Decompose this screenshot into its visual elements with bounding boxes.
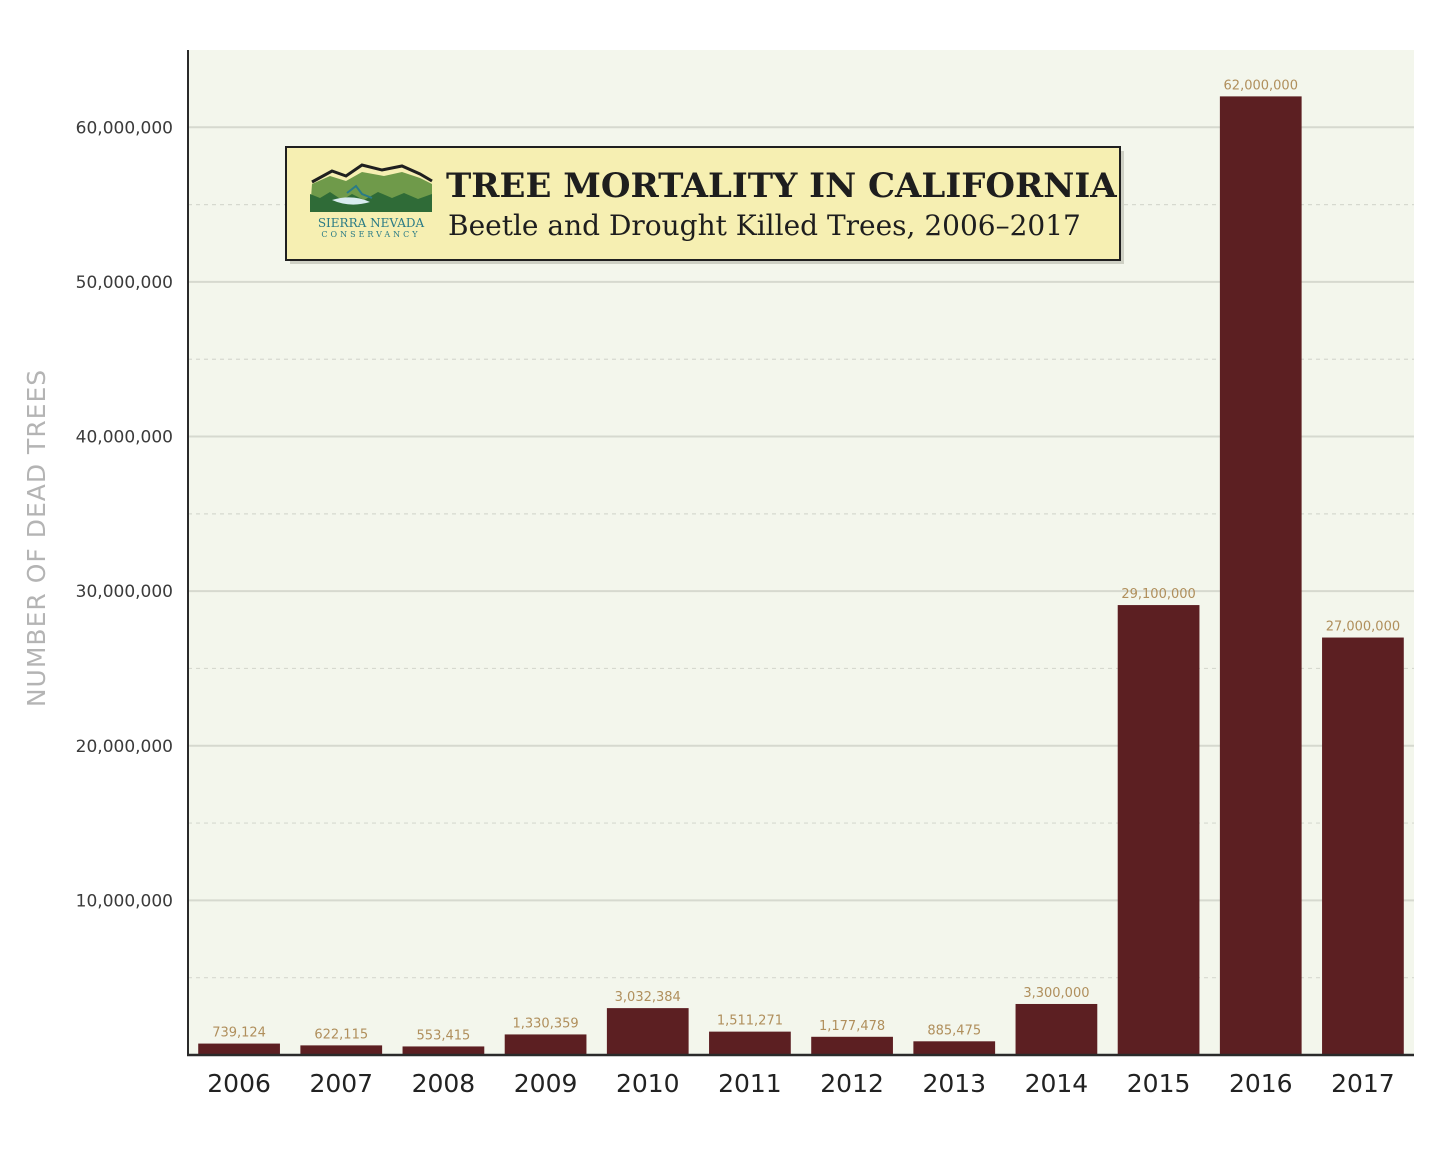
x-tick-label: 2007 [309, 1069, 373, 1098]
x-tick-label: 2011 [718, 1069, 782, 1098]
bar-2011 [709, 1031, 791, 1055]
x-tick-label: 2014 [1025, 1069, 1089, 1098]
bar-2016 [1219, 96, 1302, 1055]
title-box: SIERRA NEVADA CONSERVANCY TREE MORTALITY… [285, 146, 1124, 264]
chart-subtitle: Beetle and Drought Killed Trees, 2006–20… [448, 209, 1081, 242]
y-tick-label: 40,000,000 [76, 428, 173, 448]
bar-2008 [402, 1046, 485, 1055]
gridlines [188, 126, 1414, 979]
x-tick-label: 2009 [514, 1069, 578, 1098]
bar-2014 [1015, 1003, 1098, 1055]
x-tick-label: 2016 [1229, 1069, 1293, 1098]
data-label-2011: 1,511,271 [717, 1014, 783, 1029]
x-tick-label: 2012 [820, 1069, 884, 1098]
sierra-nevada-logo-icon: SIERRA NEVADA CONSERVANCY [310, 163, 433, 239]
data-label-2016: 62,000,000 [1224, 78, 1298, 93]
y-axis-label: NUMBER OF DEAD TREES [22, 369, 51, 707]
y-tick-label: 50,000,000 [76, 273, 173, 293]
y-tick-label: 30,000,000 [76, 582, 173, 602]
x-tick-label: 2008 [412, 1069, 476, 1098]
data-label-2010: 3,032,384 [615, 990, 681, 1005]
data-label-2006: 739,124 [212, 1026, 266, 1041]
logo-subname: CONSERVANCY [321, 230, 420, 239]
x-tick-label: 2017 [1331, 1069, 1395, 1098]
bar-2010 [606, 1008, 689, 1055]
data-label-2013: 885,475 [927, 1023, 981, 1038]
data-label-2017: 27,000,000 [1326, 620, 1400, 635]
bar-2013 [913, 1041, 996, 1055]
data-label-2009: 1,330,359 [512, 1016, 578, 1031]
y-tick-label: 60,000,000 [76, 118, 173, 138]
data-label-2014: 3,300,000 [1023, 986, 1089, 1001]
bar-2012 [811, 1036, 893, 1055]
data-label-2012: 1,177,478 [819, 1019, 885, 1034]
bars [198, 96, 1404, 1055]
bar-2007 [300, 1045, 383, 1055]
logo-name: SIERRA NEVADA [318, 216, 425, 230]
data-label-2015: 29,100,000 [1121, 587, 1195, 602]
data-label-2008: 553,415 [417, 1028, 471, 1043]
data-labels: 739,124 622,115 553,415 1,330,359 3,032,384 1… [212, 78, 1400, 1043]
y-axis-tick-labels: 10,000,000 20,000,000 30,000,000 40,000,000… [76, 118, 173, 911]
y-tick-label: 10,000,000 [76, 891, 173, 911]
bar-2017 [1322, 637, 1404, 1055]
x-axis-tick-labels: 2006 2007 2008 2009 2010 2011 2012 2013 2014 2015… [207, 1069, 1394, 1098]
bar-2009 [504, 1034, 587, 1055]
bar-2015 [1117, 605, 1200, 1055]
chart-title: TREE MORTALITY IN CALIFORNIA [446, 166, 1117, 206]
data-label-2007: 622,115 [314, 1027, 368, 1042]
bar-2006 [198, 1043, 280, 1055]
x-tick-label: 2013 [922, 1069, 986, 1098]
y-tick-label: 20,000,000 [76, 737, 173, 757]
x-tick-label: 2015 [1127, 1069, 1191, 1098]
x-tick-label: 2006 [207, 1069, 271, 1098]
x-tick-label: 2010 [616, 1069, 680, 1098]
